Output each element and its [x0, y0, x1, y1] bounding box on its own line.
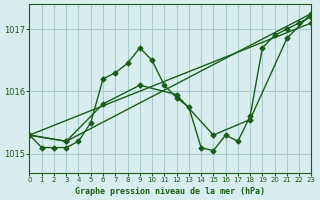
- X-axis label: Graphe pression niveau de la mer (hPa): Graphe pression niveau de la mer (hPa): [76, 187, 265, 196]
